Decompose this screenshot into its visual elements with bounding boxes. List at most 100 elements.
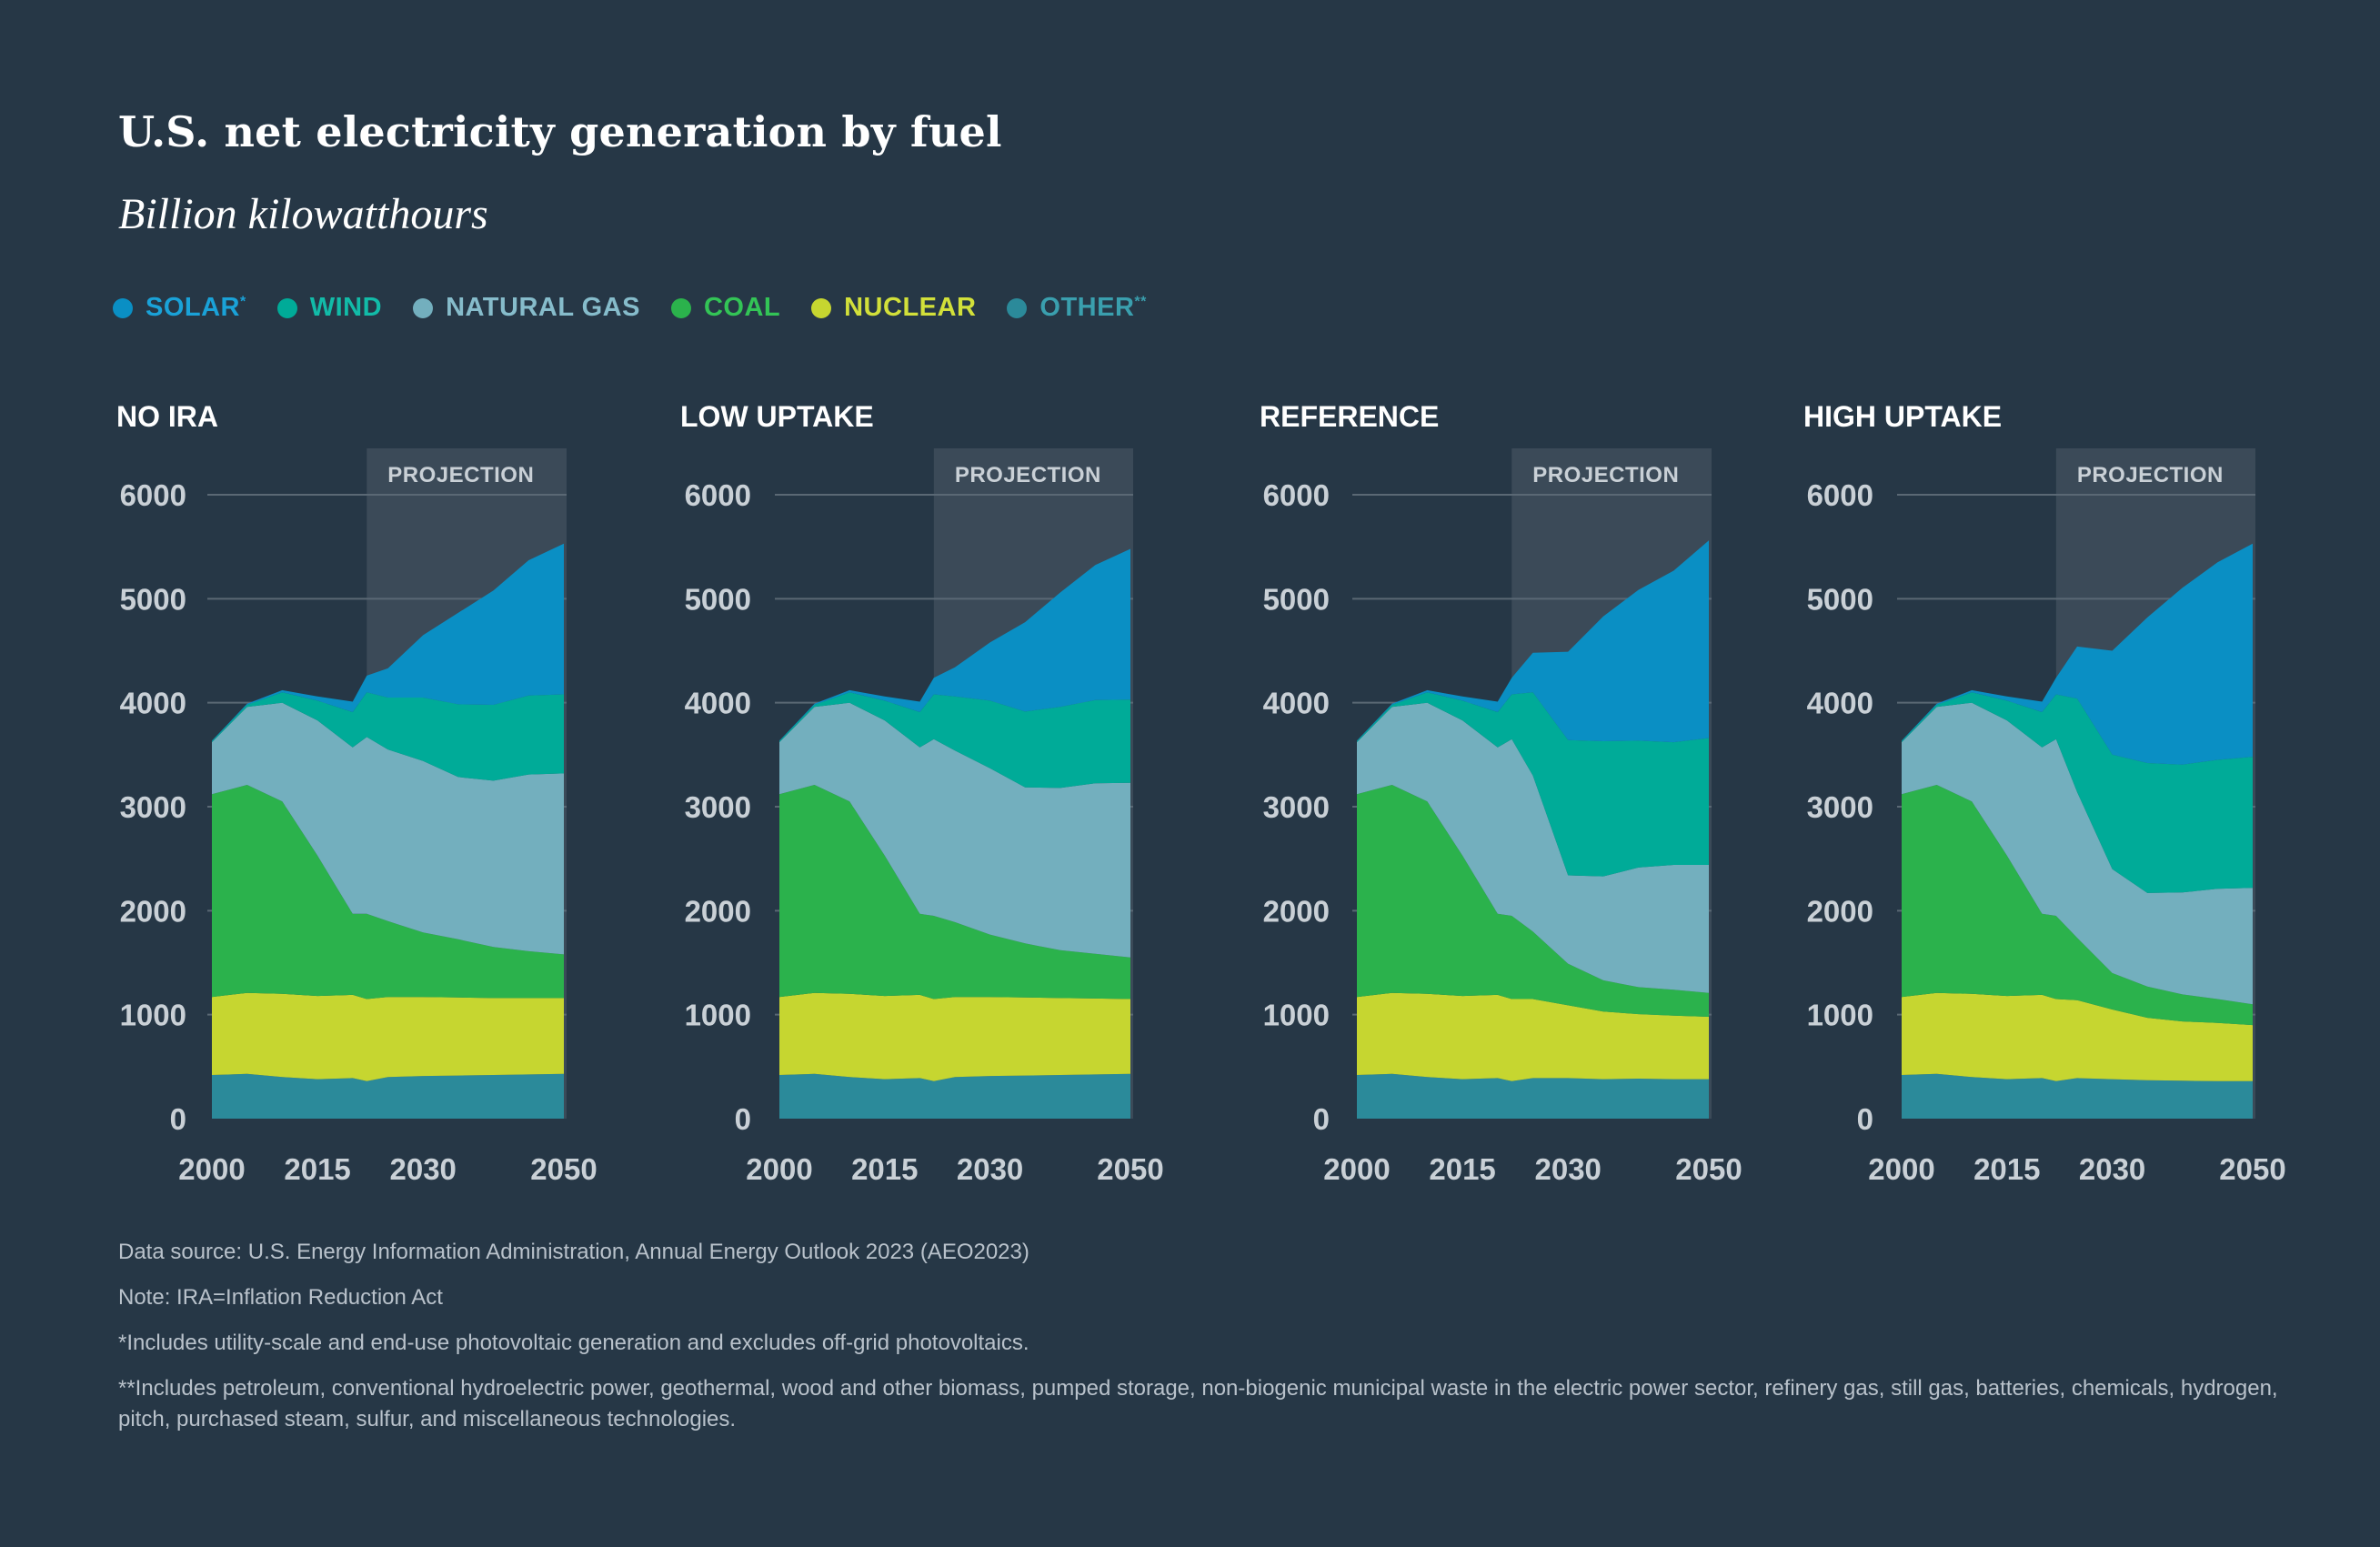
- y-tick-label: 4000: [120, 687, 186, 720]
- panel-title: HIGH UPTAKE: [1803, 400, 2002, 433]
- legend-label-other: OTHER**: [1039, 293, 1147, 322]
- y-tick-label: 0: [1857, 1102, 1873, 1136]
- area-nuclear: [212, 992, 564, 1081]
- area-other: [779, 1073, 1130, 1119]
- chart-subtitle: Billion kilowatthours: [118, 190, 488, 238]
- area-other: [212, 1073, 564, 1119]
- y-tick-label: 1000: [685, 999, 751, 1032]
- x-tick-label: 2015: [1429, 1152, 1495, 1186]
- legend-label-solar: SOLAR*: [146, 293, 246, 322]
- y-tick-label: 5000: [120, 582, 186, 616]
- x-tick-label: 2050: [530, 1152, 597, 1186]
- area-wind: [1357, 692, 1709, 877]
- note-other: **Includes petroleum, conventional hydro…: [118, 1376, 2278, 1431]
- y-tick-label: 1000: [1263, 999, 1330, 1032]
- y-tick-label: 6000: [1263, 478, 1330, 512]
- y-tick-label: 3000: [685, 790, 751, 824]
- y-tick-label: 5000: [685, 582, 751, 616]
- panel-title: REFERENCE: [1260, 400, 1439, 433]
- x-tick-label: 2030: [957, 1152, 1023, 1186]
- notes: Data source: U.S. Energy Information Adm…: [118, 1237, 2283, 1450]
- legend-item-coal: COAL: [670, 293, 781, 323]
- y-tick-label: 6000: [1807, 478, 1873, 512]
- area-solar: [212, 543, 564, 741]
- circle-icon: [811, 297, 832, 318]
- panel-no-ira: PROJECTION 0 1000 2000 3000 4000 5000 6000 2000 2…: [116, 400, 598, 1186]
- note-ira: Note: IRA=Inflation Reduction Act: [118, 1285, 443, 1310]
- legend-item-other: OTHER**: [1007, 293, 1146, 323]
- y-tick-label: 2000: [685, 894, 751, 928]
- area-coal: [1902, 785, 2253, 1026]
- panel-title: LOW UPTAKE: [680, 400, 874, 433]
- legend: SOLAR* WIND NATURAL GAS COAL NUCLEAR OTH…: [113, 293, 1178, 323]
- area-natural-gas: [779, 702, 1130, 958]
- y-tick-label: 5000: [1263, 582, 1330, 616]
- x-tick-label: 2050: [1097, 1152, 1163, 1186]
- x-tick-label: 2015: [1973, 1152, 2040, 1186]
- x-tick-label: 2030: [1534, 1152, 1601, 1186]
- y-tick-label: 3000: [1807, 790, 1873, 824]
- area-other: [1357, 1073, 1709, 1119]
- x-tick-label: 2000: [178, 1152, 245, 1186]
- area-wind: [212, 692, 564, 781]
- x-tick-label: 2050: [1675, 1152, 1742, 1186]
- legend-item-wind: WIND: [276, 293, 383, 323]
- note-solar: *Includes utility-scale and end-use phot…: [118, 1331, 1029, 1355]
- legend-label-coal: COAL: [703, 293, 781, 322]
- area-wind: [1902, 692, 2253, 893]
- chart-title: U.S. net electricity generation by fuel: [118, 107, 1002, 156]
- area-wind: [779, 692, 1130, 789]
- area-coal: [212, 785, 564, 1000]
- y-tick-label: 6000: [685, 478, 751, 512]
- panel-high-uptake: PROJECTION 0 1000 2000 3000 4000 5000 6000 2000 2…: [1803, 400, 2286, 1186]
- area-natural-gas: [212, 702, 564, 955]
- y-tick-label: 0: [735, 1102, 751, 1136]
- circle-icon: [670, 297, 691, 318]
- y-tick-label: 3000: [120, 790, 186, 824]
- legend-item-solar: SOLAR*: [113, 293, 246, 323]
- y-tick-label: 0: [1313, 1102, 1330, 1136]
- y-tick-label: 2000: [120, 894, 186, 928]
- x-tick-label: 2050: [2219, 1152, 2285, 1186]
- y-tick-label: 4000: [685, 687, 751, 720]
- area-nuclear: [779, 992, 1130, 1081]
- area-nuclear: [1357, 992, 1709, 1081]
- note-data-source: Data source: U.S. Energy Information Adm…: [118, 1240, 1029, 1264]
- circle-icon: [413, 297, 434, 318]
- x-tick-label: 2030: [389, 1152, 456, 1186]
- area-nuclear: [1902, 992, 2253, 1081]
- y-tick-label: 0: [170, 1102, 186, 1136]
- circle-icon: [113, 297, 133, 318]
- area-coal: [779, 785, 1130, 1000]
- area-natural-gas: [1902, 702, 2253, 1005]
- area-solar: [779, 548, 1130, 741]
- projection-label: PROJECTION: [955, 463, 1101, 487]
- y-tick-label: 6000: [120, 478, 186, 512]
- y-tick-label: 1000: [1807, 999, 1873, 1032]
- area-other: [1902, 1073, 2253, 1119]
- y-tick-label: 4000: [1263, 687, 1330, 720]
- legend-item-nuclear: NUCLEAR: [811, 293, 976, 323]
- legend-label-nuclear: NUCLEAR: [844, 293, 977, 322]
- y-tick-label: 1000: [120, 999, 186, 1032]
- circle-icon: [276, 297, 297, 318]
- panel-reference: PROJECTION 0 1000 2000 3000 4000 5000 6000 2000 2…: [1260, 400, 1742, 1186]
- area-solar: [1357, 540, 1709, 743]
- x-tick-label: 2015: [284, 1152, 350, 1186]
- legend-label-natural-gas: NATURAL GAS: [446, 293, 640, 322]
- projection-label: PROJECTION: [2077, 463, 2224, 487]
- x-tick-label: 2000: [1868, 1152, 1934, 1186]
- area-solar: [1902, 543, 2253, 765]
- projection-label: PROJECTION: [387, 463, 534, 487]
- x-tick-label: 2015: [851, 1152, 918, 1186]
- projection-label: PROJECTION: [1532, 463, 1679, 487]
- y-tick-label: 5000: [1807, 582, 1873, 616]
- x-tick-label: 2030: [2079, 1152, 2145, 1186]
- panel-title: NO IRA: [116, 400, 218, 433]
- area-natural-gas: [1357, 702, 1709, 993]
- y-tick-label: 2000: [1263, 894, 1330, 928]
- area-coal: [1357, 785, 1709, 1017]
- y-tick-label: 4000: [1807, 687, 1873, 720]
- legend-label-wind: WIND: [309, 293, 383, 322]
